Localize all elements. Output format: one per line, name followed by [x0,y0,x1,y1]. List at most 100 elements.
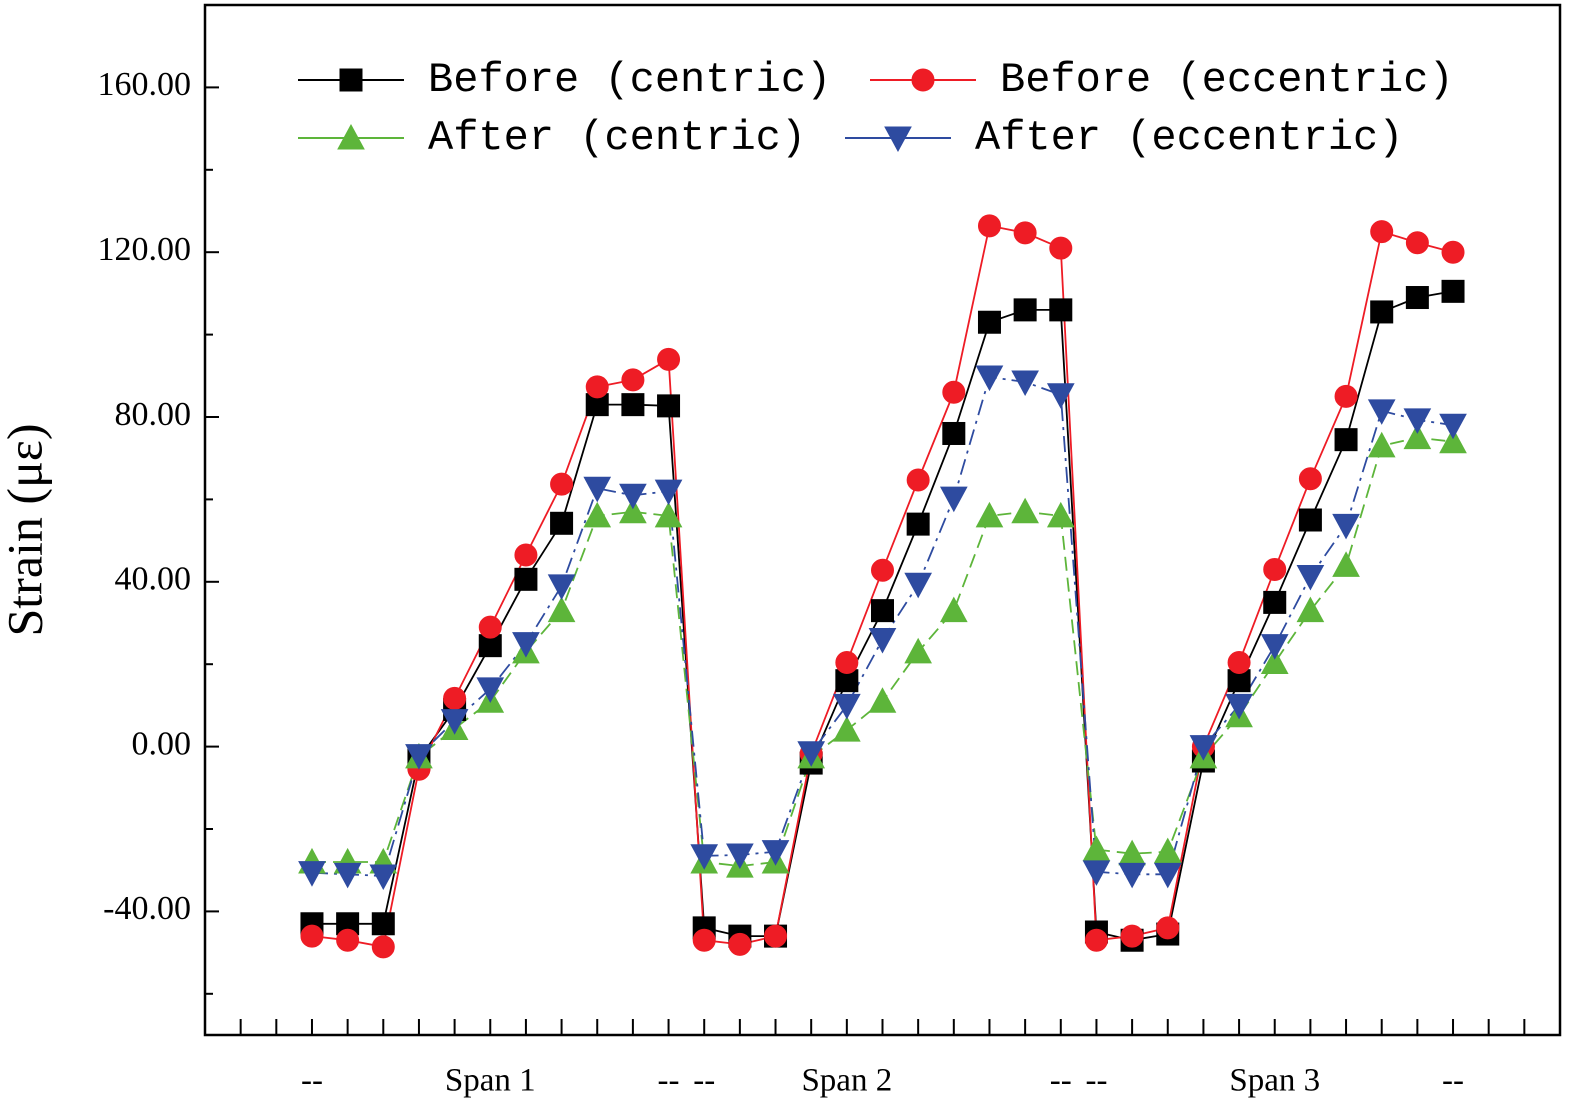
marker [1118,862,1146,889]
marker [1082,835,1111,862]
marker [333,862,362,889]
marker [1439,427,1467,454]
marker [476,677,505,703]
marker [1441,279,1465,303]
marker [440,709,469,735]
marker [654,501,683,528]
marker [657,347,681,371]
legend-label: After (centric) [428,114,806,162]
y-tick-label: 0.00 [132,725,192,762]
marker [1332,513,1360,540]
marker [1013,298,1037,322]
marker [977,310,1001,334]
marker [1298,467,1322,491]
marker [1189,735,1218,761]
marker [868,627,897,654]
marker [1049,236,1073,260]
marker [871,599,894,623]
marker [657,394,681,418]
marker [692,928,716,952]
marker [337,123,365,150]
marker [975,365,1004,392]
marker [1403,423,1432,450]
marker [621,368,645,392]
marker [690,844,719,870]
marker [1049,298,1073,322]
marker [1296,564,1325,591]
marker [443,686,467,710]
marker [977,214,1001,238]
y-axis-label: Strain (με) [0,423,52,636]
marker [1013,221,1037,245]
marker [1011,370,1039,397]
y-tick-label: 160.00 [98,66,192,103]
x-tick-label: Span 1 [445,1063,536,1099]
marker [550,511,574,535]
marker [339,68,363,92]
marker [1084,928,1108,952]
y-tick-label: 40.00 [115,561,192,598]
marker [911,68,935,92]
marker [1260,648,1289,675]
marker [583,476,612,503]
marker [1046,501,1075,528]
marker [728,932,752,956]
marker [1046,383,1075,409]
legend-label: Before (centric) [428,56,831,104]
marker [619,483,647,510]
marker [512,632,540,658]
x-tick-label: -- [693,1063,715,1099]
marker [871,558,894,582]
marker [1263,557,1287,581]
marker [298,861,326,887]
marker [1227,651,1251,675]
marker [547,596,576,623]
marker [1367,399,1396,425]
marker [1260,634,1289,660]
marker [514,543,538,567]
marker [764,924,788,948]
marker [1120,924,1144,948]
marker [405,744,433,770]
marker [300,924,324,948]
x-tick-label: -- [301,1063,323,1099]
marker [884,126,912,153]
x-tick-label: -- [658,1063,680,1099]
marker [1156,916,1180,940]
marker [939,486,968,513]
marker [547,574,576,600]
marker [1263,590,1287,614]
marker [1370,220,1394,244]
marker [868,687,897,713]
y-tick-label: -40.00 [103,890,191,927]
marker [1298,508,1322,532]
marker [1405,231,1429,255]
marker [371,912,395,936]
marker [833,716,861,742]
marker [906,512,930,536]
marker [550,472,574,496]
marker [1332,551,1360,577]
marker [621,393,645,417]
marker [1370,300,1394,324]
marker [942,380,966,404]
marker [726,843,754,870]
marker [1153,837,1182,864]
y-tick-label: 80.00 [115,396,192,433]
x-tick-label: Span 2 [801,1063,892,1099]
marker [1296,596,1325,623]
marker [904,572,932,599]
x-tick-label: Span 3 [1229,1063,1320,1099]
marker [1153,862,1182,889]
marker [514,567,538,591]
marker [1367,431,1396,458]
marker [1441,240,1465,264]
marker [904,637,932,664]
marker [1225,693,1253,720]
marker [833,693,861,720]
x-tick-label: -- [1442,1063,1464,1099]
marker [975,501,1004,528]
marker [942,421,966,445]
